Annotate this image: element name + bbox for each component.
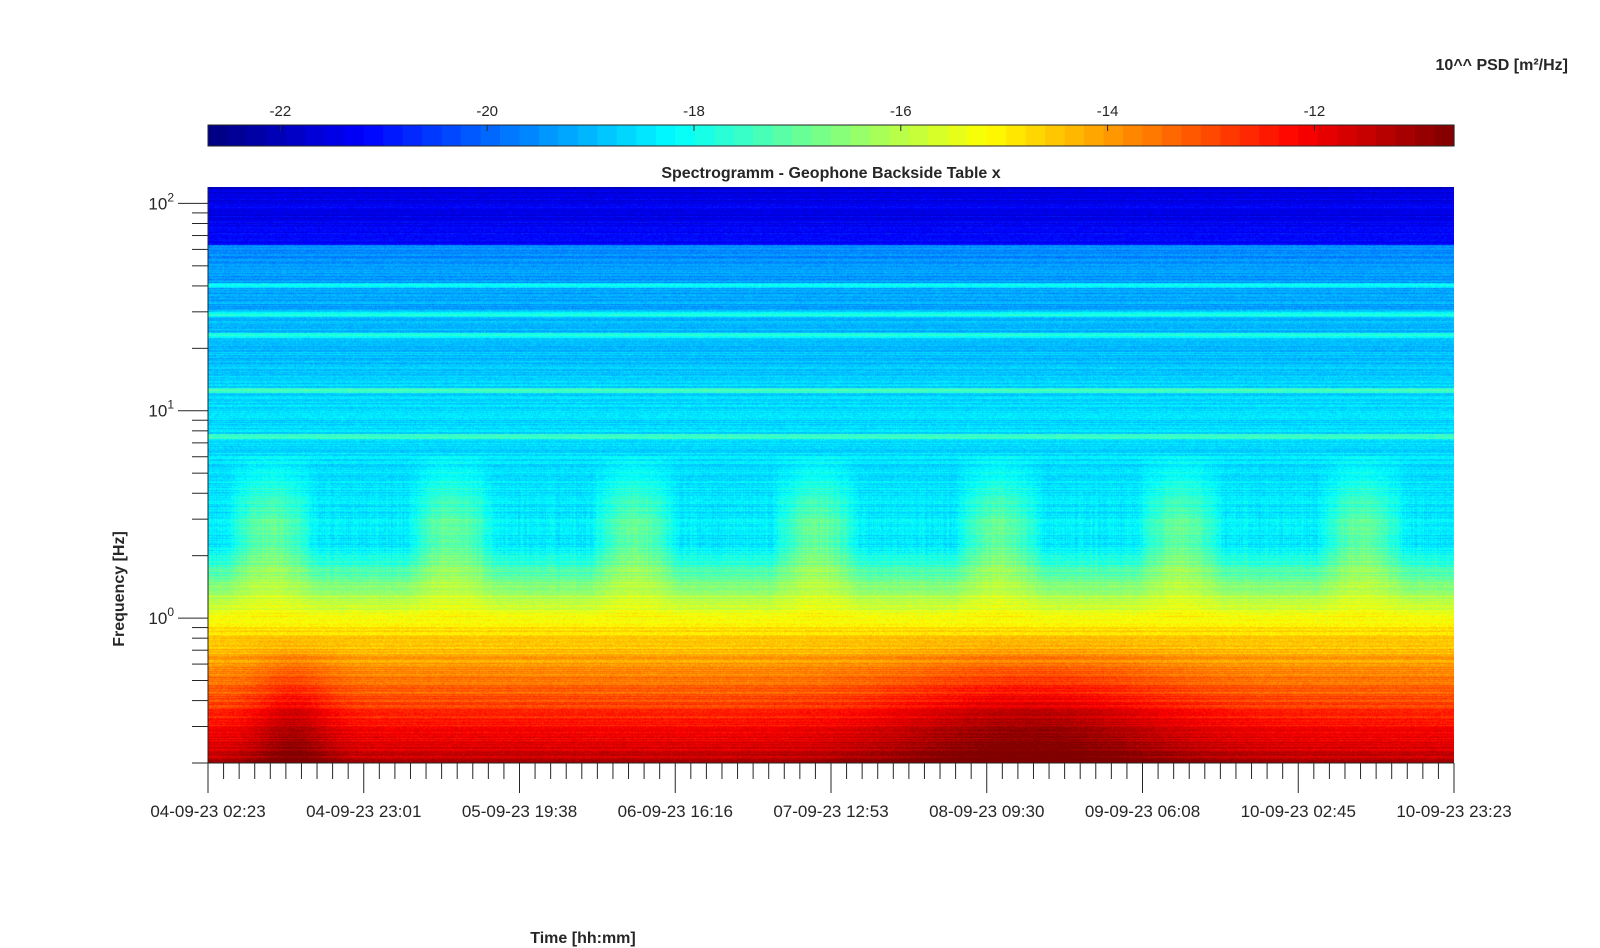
colorbar-band — [1123, 125, 1144, 146]
colorbar-band — [402, 125, 423, 146]
colorbar-band — [480, 125, 501, 146]
colorbar-band — [1239, 125, 1260, 146]
colorbar-band — [305, 125, 326, 146]
colorbar-band — [850, 125, 871, 146]
colorbar-band — [1220, 125, 1241, 146]
colorbar-band — [1317, 125, 1338, 146]
colorbar-band — [363, 125, 384, 146]
colorbar-band — [792, 125, 813, 146]
colorbar-band — [811, 125, 832, 146]
colorbar-band — [1376, 125, 1397, 146]
x-tick-label: 10-09-23 23:23 — [1396, 802, 1511, 821]
colorbar-band — [538, 125, 560, 146]
colorbar-band — [285, 125, 306, 146]
colorbar-band — [1337, 125, 1358, 146]
colorbar-band — [441, 125, 462, 146]
colorbar-band — [675, 125, 696, 146]
colorbar-band — [831, 125, 852, 146]
colorbar-band — [636, 125, 657, 146]
colorbar-band — [986, 125, 1007, 146]
y-tick-label: 102 — [148, 190, 174, 213]
x-tick-label: 04-09-23 23:01 — [306, 802, 421, 821]
colorbar-band — [266, 125, 287, 146]
colorbar-band — [1298, 125, 1319, 146]
colorbar-band — [558, 125, 579, 146]
colorbar-band — [908, 125, 929, 146]
x-axis: 04-09-23 02:23 04-09-23 23:01 05-09-23 19:… — [150, 762, 1512, 821]
colorbar-band — [694, 125, 715, 146]
colorbar: -22 -20 -18 -16 -14 -12 — [207, 103, 1455, 147]
colorbar-tick-label: -22 — [270, 103, 292, 120]
colorbar-band — [344, 125, 365, 146]
x-tick-label: 06-09-23 16:16 — [618, 802, 733, 821]
colorbar-band — [714, 125, 735, 146]
colorbar-band — [500, 125, 521, 146]
spectrogram-heatmap — [208, 187, 1454, 763]
colorbar-band — [947, 125, 968, 146]
colorbar-band — [869, 125, 891, 146]
colorbar-band — [1045, 125, 1066, 146]
colorbar-label: 10^^ PSD [m²/Hz] — [1436, 57, 1568, 74]
colorbar-band — [1415, 125, 1436, 146]
colorbar-band — [1434, 125, 1455, 146]
colorbar-band — [227, 125, 248, 146]
colorbar-band — [519, 125, 540, 146]
x-tick-label: 07-09-23 12:53 — [773, 802, 888, 821]
colorbar-band — [324, 125, 345, 146]
colorbar-band — [733, 125, 754, 146]
colorbar-band — [422, 125, 443, 146]
colorbar-band — [889, 125, 910, 146]
colorbar-band — [577, 125, 598, 146]
colorbar-band — [383, 125, 404, 146]
colorbar-band — [1181, 125, 1202, 146]
y-tick-label: 101 — [148, 398, 174, 421]
y-axis: 102 101 100 — [148, 187, 209, 764]
colorbar-band — [1103, 125, 1124, 146]
colorbar-tick-label: -20 — [476, 103, 498, 120]
x-tick-label: 08-09-23 09:30 — [929, 802, 1044, 821]
colorbar-band — [616, 125, 637, 146]
colorbar-band — [1006, 125, 1027, 146]
colorbar-band — [1161, 125, 1183, 146]
colorbar-band — [1064, 125, 1085, 146]
colorbar-tick-label: -14 — [1097, 103, 1119, 120]
y-axis-label: Frequency [Hz] — [111, 531, 128, 647]
y-tick-label: 100 — [148, 605, 174, 628]
colorbar-band — [753, 125, 774, 146]
colorbar-band — [461, 125, 482, 146]
colorbar-band — [928, 125, 949, 146]
colorbar-band — [1025, 125, 1046, 146]
colorbar-band — [246, 125, 268, 146]
x-tick-label: 09-09-23 06:08 — [1085, 802, 1200, 821]
x-tick-label: 04-09-23 02:23 — [150, 802, 265, 821]
chart-title: Spectrogramm - Geophone Backside Table x — [661, 165, 1000, 182]
colorbar-band — [1142, 125, 1163, 146]
x-axis-label: Time [hh:mm] — [530, 930, 635, 947]
colorbar-band — [1084, 125, 1105, 146]
colorbar-band — [597, 125, 618, 146]
colorbar-band — [772, 125, 793, 146]
colorbar-band — [1200, 125, 1221, 146]
colorbar-band — [1395, 125, 1416, 146]
colorbar-tick-label: -12 — [1304, 103, 1326, 120]
colorbar-band — [655, 125, 676, 146]
colorbar-band — [1356, 125, 1377, 146]
spectrogram-plot-area — [208, 187, 1454, 763]
x-tick-label: 10-09-23 02:45 — [1241, 802, 1356, 821]
colorbar-band — [967, 125, 988, 146]
colorbar-band — [1278, 125, 1299, 146]
colorbar-band — [1259, 125, 1280, 146]
colorbar-tick-label: -18 — [683, 103, 705, 120]
colorbar-tick-label: -16 — [890, 103, 912, 120]
colorbar-frame — [207, 124, 1455, 147]
x-tick-label: 05-09-23 19:38 — [462, 802, 577, 821]
colorbar-band — [208, 125, 229, 146]
